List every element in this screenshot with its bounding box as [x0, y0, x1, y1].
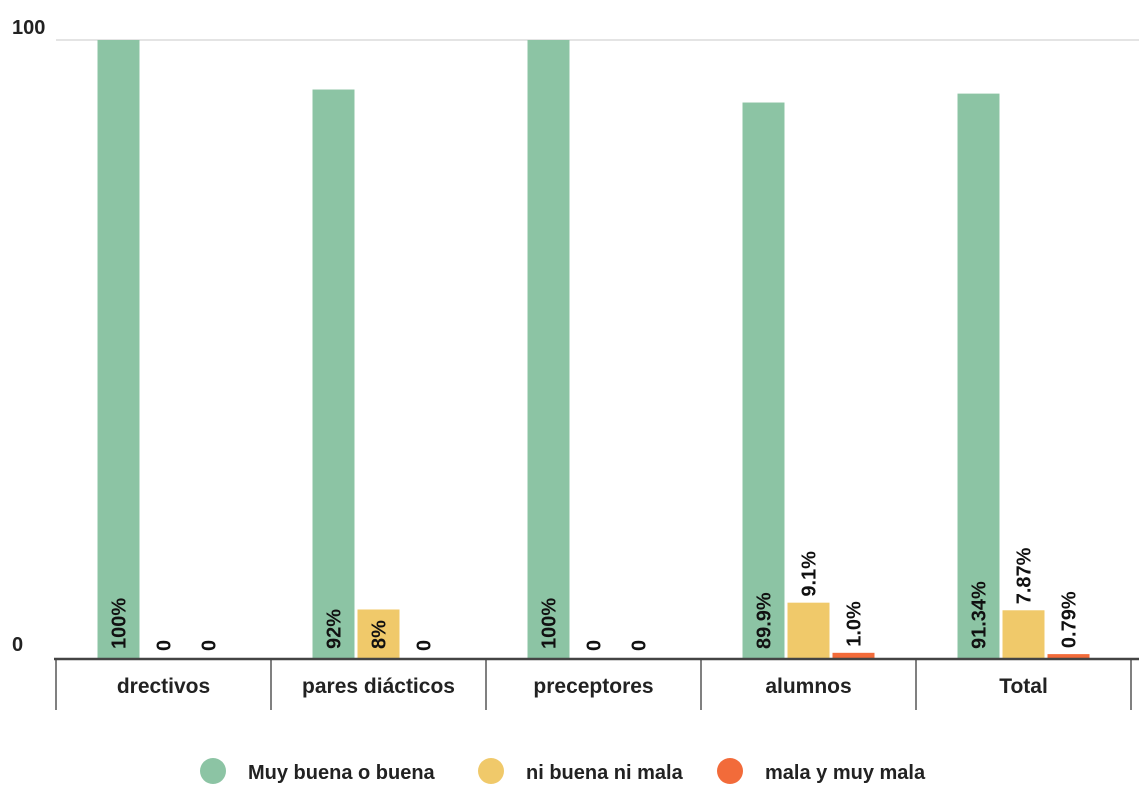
- bar-0-2: [527, 40, 570, 659]
- data-label-2-0: 0: [199, 640, 221, 651]
- data-label-1-0: 0: [154, 640, 176, 651]
- category-label-3: alumnos: [765, 675, 851, 698]
- legend-label-1: ni buena ni mala: [526, 762, 684, 784]
- legend-label-2: mala y muy mala: [765, 762, 926, 784]
- bar-1-4: [1002, 610, 1045, 659]
- category-label-4: Total: [999, 675, 1048, 698]
- legend-marker-1: [478, 758, 504, 784]
- bar-0-4: [957, 93, 1000, 659]
- category-label-1: pares diácticos: [302, 675, 455, 698]
- bar-2-4: [1047, 654, 1090, 659]
- data-label-0-3: 89.9%: [754, 592, 776, 649]
- data-label-2-2: 0: [629, 640, 651, 651]
- bar-1-1: [357, 609, 400, 659]
- bar-0-3: [742, 102, 785, 660]
- data-label-0-1: 92%: [324, 609, 346, 649]
- legend-label-0: Muy buena o buena: [248, 762, 436, 784]
- data-label-1-3: 9.1%: [799, 551, 821, 597]
- category-label-0: drectivos: [117, 675, 210, 698]
- data-label-1-2: 0: [584, 640, 606, 651]
- data-label-1-1: 8%: [369, 620, 391, 649]
- y-tick-label-0: 0: [12, 634, 23, 656]
- data-label-0-4: 91.34%: [969, 581, 991, 649]
- bar-2-3: [832, 652, 875, 659]
- data-label-0-2: 100%: [539, 598, 561, 649]
- data-label-2-3: 1.0%: [844, 601, 866, 647]
- bar-0-1: [312, 89, 355, 659]
- data-label-2-4: 0.79%: [1059, 591, 1081, 648]
- y-tick-label-1: 100: [12, 17, 45, 39]
- data-label-2-1: 0: [414, 640, 436, 651]
- bar-1-3: [787, 602, 830, 659]
- bar-0-0: [97, 40, 140, 659]
- category-label-2: preceptores: [533, 675, 653, 698]
- data-label-0-0: 100%: [109, 598, 131, 649]
- legend-marker-2: [717, 758, 743, 784]
- data-label-1-4: 7.87%: [1014, 547, 1036, 604]
- legend-marker-0: [200, 758, 226, 784]
